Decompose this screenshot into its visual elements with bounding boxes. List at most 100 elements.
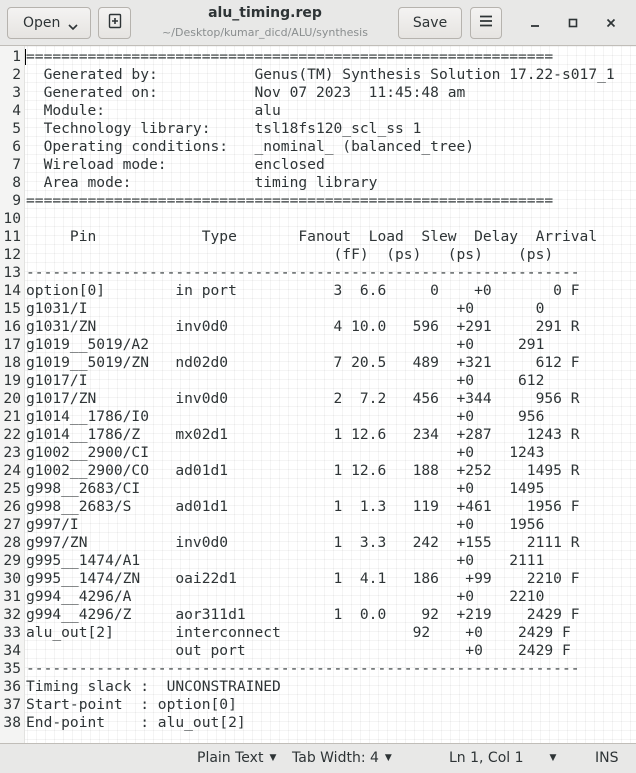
editor-line[interactable]: 3 Generated on: Nov 07 2023 11:45:48 am [0,84,636,102]
line-number: 11 [3,228,21,245]
editor-line[interactable]: 9 =======================================… [0,192,636,210]
editor-line[interactable]: 37 Start-point : option[0] [0,696,636,714]
minimize-button[interactable] [521,9,549,37]
editor-line[interactable]: 36 Timing slack : UNCONSTRAINED [0,678,636,696]
editor-line[interactable]: 30 g995__1474/ZN oai22d1 1 4.1 186 +99 22… [0,570,636,588]
editor-line[interactable]: 16 g1031/ZN inv0d0 4 10.0 596 +291 291 R [0,318,636,336]
line-text: ----------------------------------------… [26,264,580,281]
caret-down-icon: ▼ [269,753,277,763]
editor-line[interactable]: 23 g1002__2900/CI +0 1243 [0,444,636,462]
line-number: 25 [3,480,21,497]
line-text: Start-point : option[0] [26,696,237,713]
line-number: 38 [3,714,21,731]
line-text: g1017/ZN inv0d0 2 7.2 456 +344 956 R [26,390,580,407]
insert-mode-label: INS [595,750,619,766]
line-number: 16 [3,318,21,335]
editor-line[interactable]: 6 Operating conditions: _nominal_ (balan… [0,138,636,156]
editor-line[interactable]: 25 g998__2683/CI +0 1495 [0,480,636,498]
line-number: 19 [3,372,21,389]
line-text: g994__4296/A +0 2210 [26,588,545,605]
line-text: ========================================… [26,192,554,209]
maximize-icon [567,14,579,33]
line-text: Wireload mode: enclosed [26,156,325,173]
close-button[interactable] [597,9,625,37]
editor-line[interactable]: 33 alu_out[2] interconnect 92 +0 2429 F [0,624,636,642]
caret-down-icon: ▼ [384,753,392,763]
save-button[interactable]: Save [398,7,462,39]
line-text: Operating conditions: _nominal_ (balance… [26,138,475,155]
editor-line[interactable]: 31 g994__4296/A +0 2210 [0,588,636,606]
editor-line[interactable]: 29 g995__1474/A1 +0 2111 [0,552,636,570]
open-button[interactable]: Open [7,7,91,39]
tab-width-selector[interactable]: Tab Width: 4 ▼ [292,750,392,766]
line-number-gutter [0,46,25,743]
editor-line[interactable]: 10 [0,210,636,228]
line-text: Area mode: timing library [26,174,378,191]
line-text: g1014__1786/I0 +0 956 [26,408,545,425]
line-text: alu_out[2] interconnect 92 +0 2429 F [26,624,571,641]
editor-line[interactable]: 32 g994__4296/Z aor311d1 1 0.0 92 +219 24… [0,606,636,624]
line-number: 35 [3,660,21,677]
editor-line[interactable]: 12 (fF) (ps) (ps) (ps) [0,246,636,264]
status-bar: Plain Text ▼ Tab Width: 4 ▼ Ln 1, Col 1 ▼ I… [0,743,636,773]
document-path: ~/Desktop/kumar_dicd/ALU/synthesis [162,26,368,39]
editor-line[interactable]: 14 option[0] in port 3 6.6 0 +0 0 F [0,282,636,300]
line-text: Technology library: tsl18fs120_scl_ss 1 [26,120,422,137]
editor-line[interactable]: 34 out port +0 2429 F [0,642,636,660]
line-number: 37 [3,696,21,713]
minimize-icon [529,14,541,33]
editor-line[interactable]: 11 Pin Type Fanout Load Slew Delay Arriv… [0,228,636,246]
line-number: 33 [3,624,21,641]
editor-line[interactable]: 1 =======================================… [0,48,636,66]
editor-line[interactable]: 4 Module: alu [0,102,636,120]
text-editor[interactable]: 1 =======================================… [0,46,636,743]
language-selector[interactable]: Plain Text ▼ [197,750,276,766]
editor-line[interactable]: 38 End-point : alu_out[2] [0,714,636,732]
line-text: g997/I +0 1956 [26,516,545,533]
editor-line[interactable]: 22 g1014__1786/Z mx02d1 1 12.6 234 +287 1… [0,426,636,444]
line-text: Module: alu [26,102,281,119]
cursor-position-selector[interactable]: Ln 1, Col 1 ▼ [449,750,556,766]
editor-line[interactable]: 19 g1017/I +0 612 [0,372,636,390]
editor-line[interactable]: 17 g1019__5019/A2 +0 291 [0,336,636,354]
line-text: g1031/I +0 0 [26,300,545,317]
editor-line[interactable]: 21 g1014__1786/I0 +0 956 [0,408,636,426]
editor-line[interactable]: 27 g997/I +0 1956 [0,516,636,534]
line-number: 9 [12,192,21,209]
menu-button[interactable] [470,7,502,39]
line-number: 15 [3,300,21,317]
editor-line[interactable]: 2 Generated by: Genus(TM) Synthesis Solu… [0,66,636,84]
line-number: 1 [12,48,21,65]
line-number: 2 [12,66,21,83]
editor-line[interactable]: 20 g1017/ZN inv0d0 2 7.2 456 +344 956 R [0,390,636,408]
tab-width-label: Tab Width: 4 [292,750,379,766]
line-text: g1019__5019/ZN nd02d0 7 20.5 489 +321 61… [26,354,580,371]
editor-line[interactable]: 18 g1019__5019/ZN nd02d0 7 20.5 489 +321 … [0,354,636,372]
line-text: g995__1474/A1 +0 2111 [26,552,545,569]
editor-line[interactable]: 8 Area mode: timing library [0,174,636,192]
maximize-button[interactable] [559,9,587,37]
line-text: End-point : alu_out[2] [26,714,246,731]
editor-line[interactable]: 5 Technology library: tsl18fs120_scl_ss … [0,120,636,138]
editor-line[interactable]: 7 Wireload mode: enclosed [0,156,636,174]
line-number: 18 [3,354,21,371]
editor-line[interactable]: 24 g1002__2900/CO ad01d1 1 12.6 188 +252 … [0,462,636,480]
line-text: g1017/I +0 612 [26,372,545,389]
line-text: g1002__2900/CI +0 1243 [26,444,545,461]
line-number: 5 [12,120,21,137]
editor-line[interactable]: 26 g998__2683/S ad01d1 1 1.3 119 +461 195… [0,498,636,516]
line-text: g998__2683/S ad01d1 1 1.3 119 +461 1956 … [26,498,580,515]
line-number: 32 [3,606,21,623]
editor-line[interactable]: 13 --------------------------------------… [0,264,636,282]
line-number: 10 [3,210,21,227]
line-text: g995__1474/ZN oai22d1 1 4.1 186 +99 2210… [26,570,580,587]
editor-line[interactable]: 15 g1031/I +0 0 [0,300,636,318]
line-text: g994__4296/Z aor311d1 1 0.0 92 +219 2429… [26,606,580,623]
header-bar: Open alu_timing.rep ~/Desktop/kumar_dicd… [0,0,636,46]
document-title: alu_timing.rep [208,5,322,21]
editor-line[interactable]: 35 --------------------------------------… [0,660,636,678]
new-document-button[interactable] [98,7,131,39]
save-label: Save [412,15,448,31]
insert-mode-indicator[interactable]: INS [595,750,619,766]
editor-line[interactable]: 28 g997/ZN inv0d0 1 3.3 242 +155 2111 R [0,534,636,552]
